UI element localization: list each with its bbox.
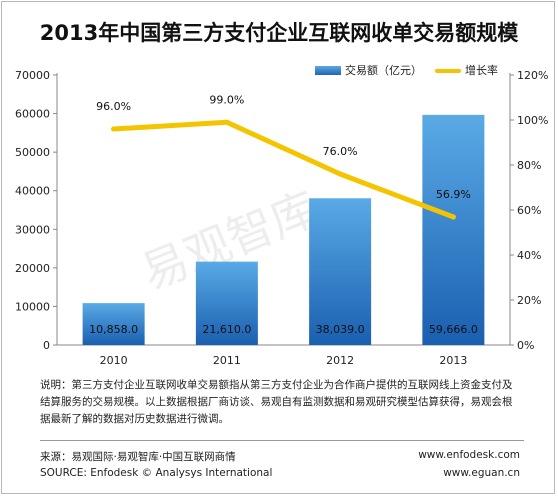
url-enfodesk: www.enfodesk.com (418, 449, 520, 461)
y-left-tick-label: 40000 (15, 185, 50, 198)
chart-title: 2013年中国第三方支付企业互联网收单交易额规模 (39, 21, 519, 45)
growth-data-label: 56.9% (436, 188, 471, 201)
y-right-tick-label: 0% (517, 339, 534, 352)
y-left-tick-label: 30000 (15, 223, 50, 236)
legend-bar-swatch (315, 66, 341, 75)
bar (82, 303, 145, 345)
y-right-tick-label: 120% (517, 69, 548, 82)
y-right-tick-label: 60% (517, 204, 541, 217)
bar-data-label: 10,858.0 (89, 323, 138, 336)
bar-data-label: 59,666.0 (429, 323, 478, 336)
y-right-tick-label: 100% (517, 114, 548, 127)
growth-data-label: 96.0% (96, 100, 131, 113)
legend-bar-label: 交易额（亿元） (345, 64, 422, 77)
chart-note: 说明：第三方支付企业互联网收单交易额指从第三方支付企业为合作商户提供的互联网线上… (40, 379, 513, 425)
y-left-tick-label: 50000 (15, 146, 50, 159)
growth-point (224, 119, 230, 125)
y-left-tick-label: 10000 (15, 300, 50, 313)
bar (195, 261, 258, 345)
bar-data-label: 21,610.0 (202, 323, 251, 336)
y-left-tick-label: 20000 (15, 262, 50, 275)
source-en: SOURCE: Enfodesk © Analysys Internationa… (40, 467, 273, 479)
x-tick-label: 2013 (439, 354, 467, 367)
y-left-tick-label: 0 (43, 339, 50, 352)
growth-line (111, 119, 456, 220)
growth-point (111, 126, 117, 132)
bar (422, 114, 485, 345)
growth-point (337, 171, 343, 177)
growth-point (450, 214, 456, 220)
y-left-tick-label: 60000 (15, 108, 50, 121)
divider (40, 440, 524, 441)
growth-data-label: 99.0% (209, 93, 244, 106)
y-right-tick-label: 80% (517, 159, 541, 172)
y-right-tick-label: 40% (517, 249, 541, 262)
y-left-tick-label: 70000 (15, 69, 50, 82)
growth-data-label: 76.0% (323, 145, 358, 158)
legend-line-label: 增长率 (465, 64, 498, 77)
legend-line-swatch (435, 69, 461, 73)
x-tick-label: 2011 (213, 354, 241, 367)
bar-data-label: 38,039.0 (316, 323, 365, 336)
source-cn: 来源：易观国际·易观智库·中国互联网商情 (40, 451, 236, 463)
x-tick-label: 2010 (100, 354, 128, 367)
url-eguan: www.eguan.cn (443, 467, 520, 479)
x-tick-label: 2012 (326, 354, 354, 367)
bar (309, 198, 372, 345)
y-right-tick-label: 20% (517, 294, 541, 307)
